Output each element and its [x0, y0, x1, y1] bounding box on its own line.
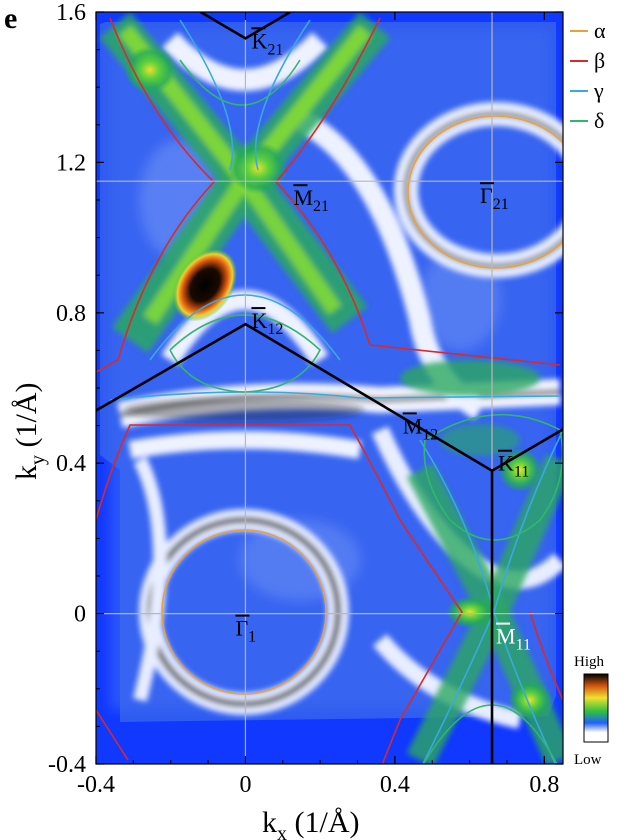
y-tick-label-0: -0.4	[48, 752, 86, 778]
high-symmetry-labels: Γ1 Γ21 K21 K12 K11 M21 M12 M11	[235, 27, 531, 654]
brillouin-zone	[96, 12, 563, 764]
colorbar: High Low	[574, 654, 609, 768]
colorbar-low-label: Low	[574, 752, 602, 768]
beta-contour-lower-left	[96, 709, 129, 761]
gamma-contour-lower	[422, 609, 557, 764]
bright-spot-bottom-right	[508, 680, 552, 720]
hs-label-m21: M21	[293, 185, 329, 215]
colorbar-high-label: High	[574, 654, 605, 670]
gamma-contour-upper	[149, 19, 341, 361]
hs-label-k21: K21	[251, 28, 283, 58]
hs-label-k11: K11	[498, 451, 529, 481]
y-axis-title: ky (1/Å)	[10, 383, 49, 480]
x-axis-title: kx (1/Å)	[262, 806, 359, 840]
beta-contour-upper	[96, 17, 561, 373]
delta-contour-k11	[423, 413, 563, 541]
delta-contour-upper	[169, 59, 321, 393]
axis-ticks: -0.4 0 0.4 0.8 -0.4 0 0.4 0.8 1.2 1.6	[48, 0, 563, 798]
y-tick-label-2: 0.4	[56, 451, 86, 477]
arpes-intensity-map	[96, 12, 563, 764]
x-tick-label-0: -0.4	[77, 772, 115, 798]
bz-segment-2	[199, 12, 291, 40]
x-tick-label-1: 0	[239, 772, 251, 798]
hot-spot	[172, 248, 238, 322]
bright-spot-k11	[498, 448, 542, 492]
bright-spot-top-left	[124, 46, 176, 94]
x-tick-label-2: 0.4	[380, 772, 410, 798]
alpha-contour-gamma21	[407, 115, 563, 269]
y-tick-label-1: 0	[74, 602, 86, 628]
legend-label-1: β	[594, 48, 605, 73]
bright-spot-m11	[446, 596, 494, 628]
legend-label-0: α	[594, 18, 606, 43]
legend-label-3: δ	[594, 108, 604, 133]
bz-segment-0	[96, 322, 563, 473]
hs-label-gamma1: Γ1	[235, 616, 256, 646]
hs-label-m12: M12	[403, 413, 439, 443]
y-tick-label-4: 1.2	[56, 150, 86, 176]
colorbar-gradient	[583, 673, 609, 743]
panel-label: e	[4, 2, 17, 35]
x-tick-label-3: 0.8	[529, 772, 559, 798]
y-tick-label-3: 0.8	[56, 301, 86, 327]
hs-label-gamma21: Γ21	[480, 183, 509, 213]
alpha-contour-gamma1	[161, 529, 327, 695]
beta-contour-middle	[96, 424, 463, 764]
y-tick-label-5: 1.6	[56, 0, 86, 26]
hs-label-m11: M11	[496, 624, 531, 654]
legend-label-2: γ	[593, 78, 604, 103]
beta-contour-lower-right	[529, 611, 563, 701]
hs-label-k12: K12	[251, 308, 283, 338]
